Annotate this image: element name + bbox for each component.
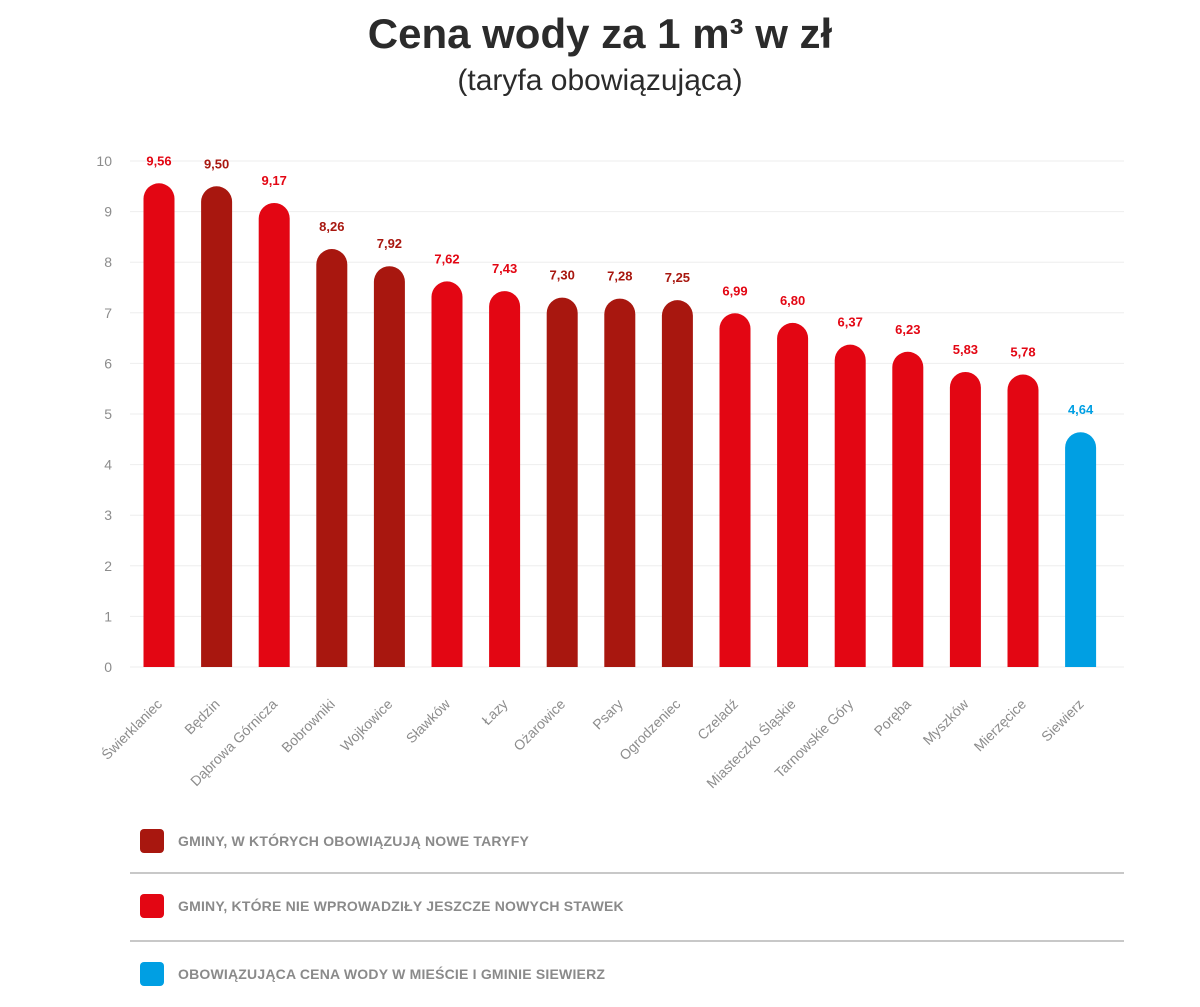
y-tick-label: 8 xyxy=(104,254,112,270)
y-tick-label: 2 xyxy=(104,558,112,574)
data-label: 7,92 xyxy=(377,236,402,251)
legend-item-new-tariff: GMINY, W KTÓRYCH OBOWIĄZUJĄ NOWE TARYFY xyxy=(140,829,529,853)
data-label: 7,28 xyxy=(607,269,632,284)
bar xyxy=(892,351,924,667)
data-label: 8,26 xyxy=(319,219,344,234)
y-tick-label: 6 xyxy=(104,355,112,371)
data-label: 9,50 xyxy=(204,156,229,171)
x-tick-label: Sławków xyxy=(403,695,454,746)
bar-chart: 0 1 2 3 4 5 6 7 8 9 10 9,56 Świerklaniec 9,50 Będzin 9,… xyxy=(96,153,1124,791)
legend-label-siewierz: OBOWIĄZUJĄCA CENA WODY W MIEŚCIE I GMINI… xyxy=(178,966,606,982)
y-tick-label: 5 xyxy=(104,406,112,422)
bar xyxy=(834,344,866,667)
x-tick-label: Myszków xyxy=(920,695,973,748)
bar xyxy=(431,281,463,667)
y-tick-label: 1 xyxy=(104,608,112,624)
x-tick-label: Czeladź xyxy=(694,696,741,743)
data-label: 6,37 xyxy=(838,315,863,330)
x-tick-label: Łazy xyxy=(478,696,510,728)
data-label: 9,56 xyxy=(146,153,171,168)
x-tick-label: Bobrowniki xyxy=(278,696,338,756)
bar xyxy=(719,313,751,667)
legend-swatch-new-tariff xyxy=(140,829,164,853)
y-tick-label: 3 xyxy=(104,507,112,523)
data-label: 4,64 xyxy=(1068,402,1094,417)
bar xyxy=(489,291,521,667)
data-label: 6,80 xyxy=(780,293,805,308)
legend-label-no-new-rates: GMINY, KTÓRE NIE WPROWADZIŁY JESZCZE NOW… xyxy=(178,898,624,914)
x-tick-label: Ożarowice xyxy=(510,696,568,754)
y-tick-label: 4 xyxy=(104,457,112,473)
bar xyxy=(546,297,578,667)
data-label: 6,99 xyxy=(722,283,747,298)
chart-subtitle: (taryfa obowiązująca) xyxy=(457,64,743,97)
data-label: 7,25 xyxy=(665,270,690,285)
legend-label-new-tariff: GMINY, W KTÓRYCH OBOWIĄZUJĄ NOWE TARYFY xyxy=(178,833,530,849)
bar xyxy=(373,266,405,667)
data-label: 9,17 xyxy=(262,173,287,188)
legend-divider xyxy=(130,872,1124,874)
data-label: 7,43 xyxy=(492,261,517,276)
data-label: 5,78 xyxy=(1010,345,1035,360)
legend-swatch-siewierz xyxy=(140,962,164,986)
bar xyxy=(777,322,809,667)
chart-title: Cena wody za 1 m³ w zł xyxy=(367,10,833,57)
bar xyxy=(949,372,981,667)
data-label: 7,30 xyxy=(550,268,575,283)
x-tick-label: Będzin xyxy=(181,696,223,738)
data-label: 7,62 xyxy=(434,251,459,266)
x-tick-label: Świerklaniec xyxy=(98,695,166,763)
bar xyxy=(1007,374,1039,667)
legend-item-no-new-rates: GMINY, KTÓRE NIE WPROWADZIŁY JESZCZE NOW… xyxy=(140,894,624,918)
data-label: 5,83 xyxy=(953,342,978,357)
bar xyxy=(604,298,636,667)
y-tick-label: 9 xyxy=(104,204,112,220)
legend-divider xyxy=(130,940,1124,942)
bar xyxy=(143,183,175,667)
x-tick-label: Psary xyxy=(589,696,626,733)
bar xyxy=(201,186,233,668)
bar xyxy=(258,202,290,667)
x-tick-label: Poręba xyxy=(871,696,914,739)
legend-item-siewierz: OBOWIĄZUJĄCA CENA WODY W MIEŚCIE I GMINI… xyxy=(140,962,605,986)
x-tick-label: Wojkowice xyxy=(337,696,396,755)
data-label: 6,23 xyxy=(895,322,920,337)
bar xyxy=(1065,432,1097,667)
x-tick-label: Mierzęcice xyxy=(970,696,1029,755)
bar xyxy=(661,300,693,667)
y-tick-label: 10 xyxy=(96,153,112,169)
x-tick-label: Ogrodzeniec xyxy=(616,696,683,763)
y-tick-label: 7 xyxy=(104,305,112,321)
legend-swatch-no-new-rates xyxy=(140,894,164,918)
x-tick-label: Siewierz xyxy=(1038,696,1087,745)
bar xyxy=(316,249,348,667)
y-tick-label: 0 xyxy=(104,659,112,675)
